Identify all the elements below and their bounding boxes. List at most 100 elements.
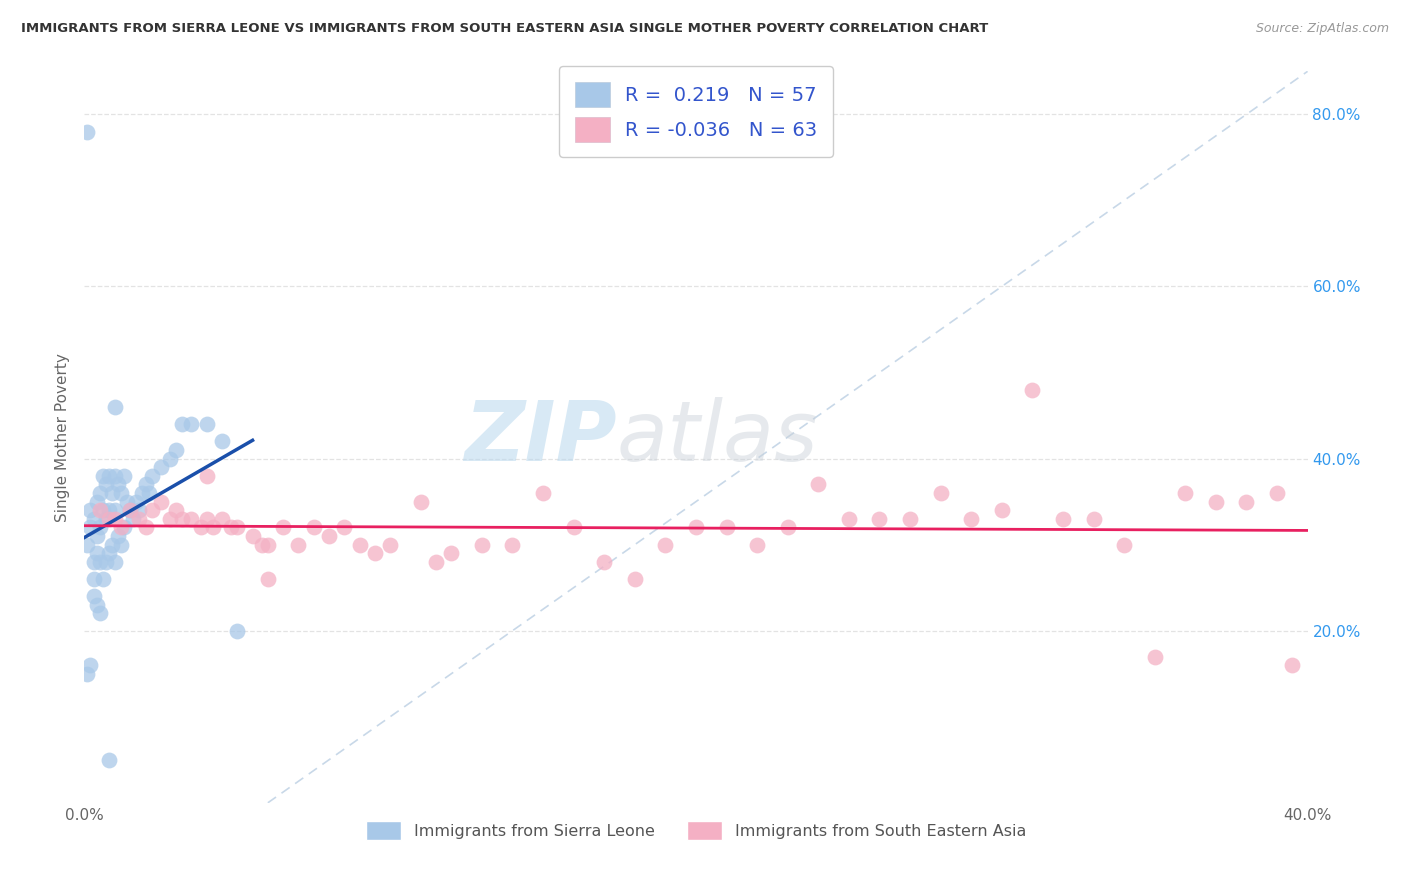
Point bbox=[624, 572, 647, 586]
Point bbox=[141, 468, 163, 483]
Point bbox=[83, 555, 105, 569]
Point bbox=[104, 555, 127, 569]
Point bbox=[135, 520, 157, 534]
Point bbox=[91, 503, 114, 517]
Point bbox=[1174, 486, 1197, 500]
Point bbox=[89, 555, 111, 569]
Point bbox=[318, 529, 340, 543]
Point bbox=[83, 589, 105, 603]
Point bbox=[128, 512, 150, 526]
Point bbox=[101, 538, 124, 552]
Point bbox=[531, 486, 554, 500]
Point bbox=[172, 512, 194, 526]
Point bbox=[141, 503, 163, 517]
Point bbox=[107, 529, 129, 543]
Point bbox=[104, 468, 127, 483]
Point bbox=[120, 503, 142, 517]
Point bbox=[79, 520, 101, 534]
Point bbox=[257, 538, 280, 552]
Point bbox=[195, 512, 218, 526]
Point bbox=[211, 512, 233, 526]
Point bbox=[838, 512, 860, 526]
Point bbox=[110, 538, 132, 552]
Point bbox=[149, 494, 172, 508]
Point bbox=[271, 520, 294, 534]
Point bbox=[201, 520, 224, 534]
Point bbox=[226, 520, 249, 534]
Text: IMMIGRANTS FROM SIERRA LEONE VS IMMIGRANTS FROM SOUTH EASTERN ASIA SINGLE MOTHER: IMMIGRANTS FROM SIERRA LEONE VS IMMIGRAN… bbox=[21, 22, 988, 36]
Point bbox=[94, 512, 117, 526]
Point bbox=[115, 494, 138, 508]
Point bbox=[94, 477, 117, 491]
Point bbox=[471, 538, 494, 552]
Point bbox=[250, 538, 273, 552]
Point bbox=[364, 546, 387, 560]
Point bbox=[190, 520, 212, 534]
Point bbox=[380, 538, 402, 552]
Point bbox=[125, 494, 148, 508]
Point bbox=[898, 512, 921, 526]
Point bbox=[89, 503, 111, 517]
Point bbox=[716, 520, 738, 534]
Point bbox=[257, 572, 280, 586]
Point bbox=[112, 520, 135, 534]
Point bbox=[747, 538, 769, 552]
Point bbox=[242, 529, 264, 543]
Point bbox=[104, 400, 127, 414]
Point bbox=[76, 538, 98, 552]
Point bbox=[1205, 494, 1227, 508]
Y-axis label: Single Mother Poverty: Single Mother Poverty bbox=[55, 352, 70, 522]
Point bbox=[135, 477, 157, 491]
Point bbox=[138, 486, 160, 500]
Point bbox=[165, 503, 187, 517]
Point bbox=[440, 546, 463, 560]
Point bbox=[869, 512, 891, 526]
Point bbox=[83, 572, 105, 586]
Point bbox=[180, 512, 202, 526]
Point bbox=[120, 503, 142, 517]
Point bbox=[562, 520, 585, 534]
Point bbox=[107, 477, 129, 491]
Legend: Immigrants from Sierra Leone, Immigrants from South Eastern Asia: Immigrants from Sierra Leone, Immigrants… bbox=[360, 814, 1032, 846]
Point bbox=[349, 538, 371, 552]
Point bbox=[89, 520, 111, 534]
Point bbox=[112, 468, 135, 483]
Point bbox=[97, 546, 120, 560]
Point bbox=[302, 520, 325, 534]
Text: atlas: atlas bbox=[616, 397, 818, 477]
Point bbox=[86, 546, 108, 560]
Point bbox=[991, 503, 1014, 517]
Point bbox=[1083, 512, 1105, 526]
Point bbox=[94, 555, 117, 569]
Point bbox=[86, 494, 108, 508]
Point bbox=[89, 607, 111, 621]
Point bbox=[149, 460, 172, 475]
Point bbox=[101, 486, 124, 500]
Point bbox=[97, 753, 120, 767]
Point bbox=[685, 520, 707, 534]
Point bbox=[79, 503, 101, 517]
Point bbox=[131, 486, 153, 500]
Point bbox=[1114, 538, 1136, 552]
Point bbox=[211, 434, 233, 449]
Point bbox=[110, 520, 132, 534]
Point bbox=[91, 468, 114, 483]
Point bbox=[195, 417, 218, 432]
Point bbox=[776, 520, 799, 534]
Point bbox=[128, 503, 150, 517]
Point bbox=[409, 494, 432, 508]
Point bbox=[654, 538, 676, 552]
Point bbox=[1052, 512, 1074, 526]
Point bbox=[226, 624, 249, 638]
Point bbox=[159, 451, 181, 466]
Point bbox=[104, 503, 127, 517]
Point bbox=[1236, 494, 1258, 508]
Point bbox=[91, 572, 114, 586]
Point bbox=[97, 468, 120, 483]
Point bbox=[76, 666, 98, 681]
Point bbox=[159, 512, 181, 526]
Point bbox=[172, 417, 194, 432]
Point bbox=[97, 512, 120, 526]
Point bbox=[425, 555, 447, 569]
Point bbox=[89, 486, 111, 500]
